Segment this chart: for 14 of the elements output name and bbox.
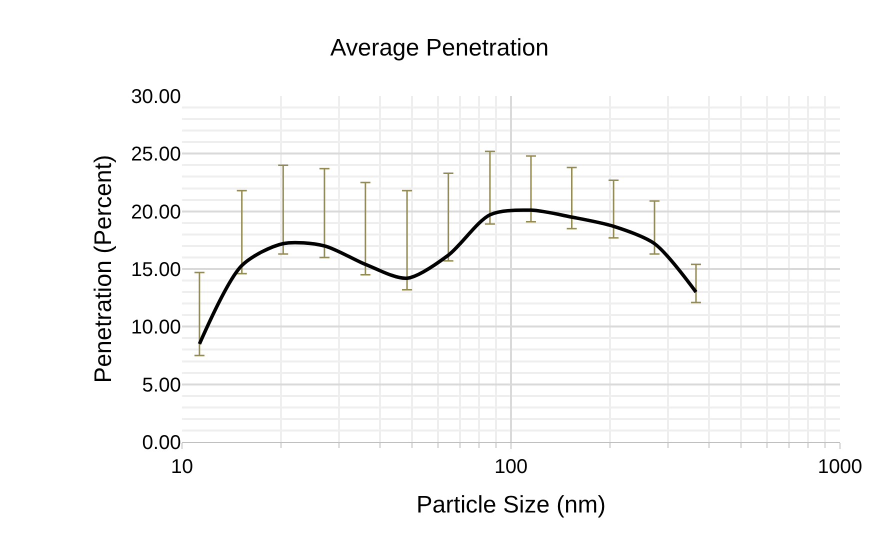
- y-tick-label: 5.00: [142, 374, 181, 396]
- line-series: [198, 208, 698, 346]
- y-tick-label: 30.00: [130, 86, 181, 108]
- y-tick-label: 25.00: [130, 144, 181, 166]
- y-tick-label: 10.00: [130, 316, 181, 339]
- x-axis-title: Particle Size (nm): [416, 491, 606, 518]
- x-tick-label: 100: [494, 456, 528, 478]
- y-tick-label: 15.00: [130, 259, 181, 281]
- y-tick-label: 0.00: [142, 432, 181, 454]
- y-axis-title: Penetration (Percent): [90, 154, 118, 384]
- chart-title: Average Penetration: [330, 34, 549, 62]
- y-tick-label: 20.00: [130, 201, 181, 224]
- x-tick-label: 10: [170, 456, 194, 478]
- x-tick-label: 1000: [818, 456, 862, 478]
